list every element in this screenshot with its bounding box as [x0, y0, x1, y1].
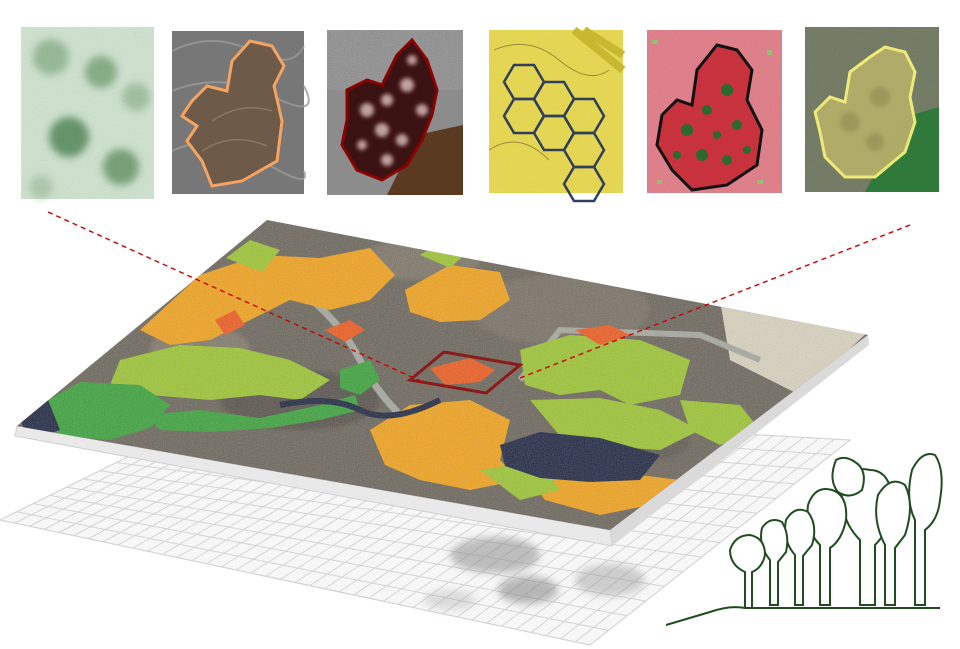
terrain-contour-panel	[171, 31, 310, 194]
hexagon-grid-panel	[488, 26, 626, 203]
forest-tree-outline-icon	[665, 453, 943, 626]
highlight-box	[406, 350, 524, 395]
grid-line	[0, 519, 591, 646]
grid-density-shading	[424, 537, 645, 610]
canopy-height-blob-panel	[21, 27, 154, 199]
classified-raster-panel	[647, 30, 782, 193]
connector-line-left	[47, 211, 426, 384]
thumbnail-row	[21, 26, 939, 203]
yellow-stand-outline-panel	[805, 27, 939, 192]
grid-line	[83, 478, 683, 573]
map-layer-edge-right	[610, 335, 869, 546]
connector-line-right	[519, 224, 911, 379]
crown-segmentation-panel	[327, 30, 463, 195]
grid-line	[16, 511, 609, 631]
grid-line	[66, 486, 665, 587]
